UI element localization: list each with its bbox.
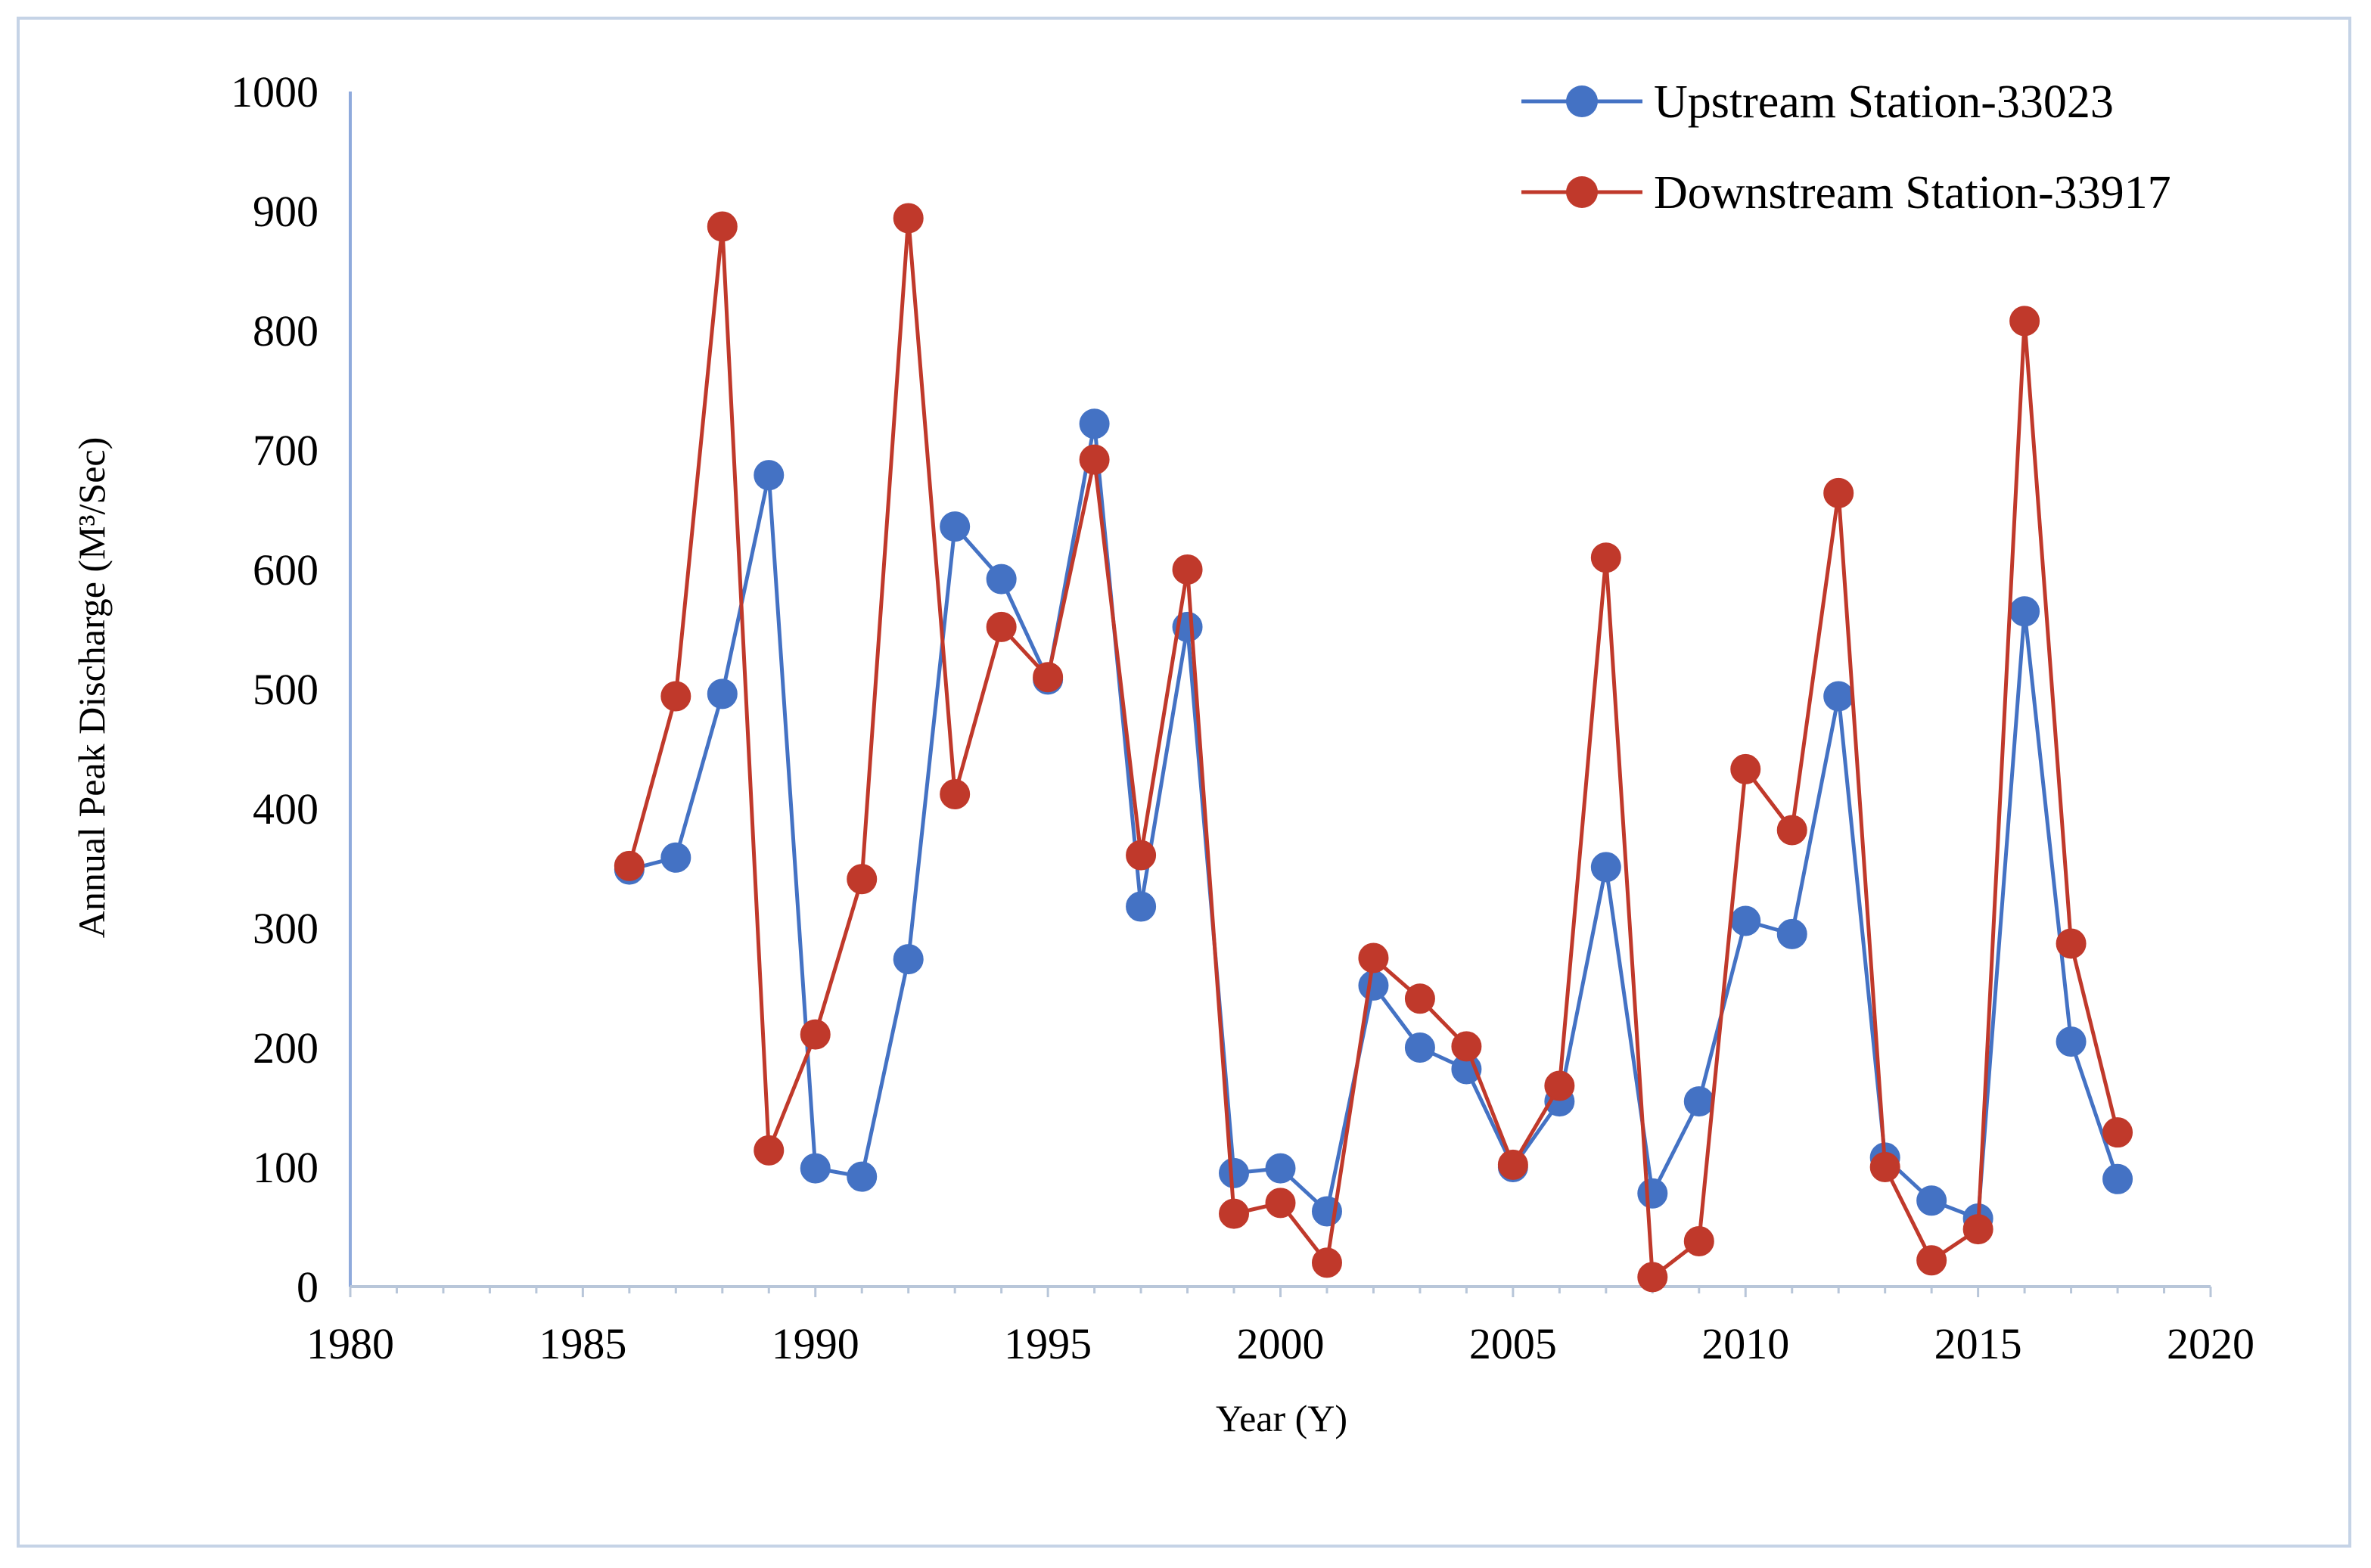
y-axis-title: Annual Peak Discharge (M³/Sec) (70, 437, 113, 939)
y-tick-label: 800 (253, 306, 319, 356)
x-tick-label: 2020 (2167, 1319, 2254, 1368)
data-point (2102, 1117, 2133, 1148)
data-point (1079, 408, 1110, 439)
data-point (986, 611, 1017, 642)
data-point (614, 850, 645, 881)
x-tick-labels: 1980 1985 1990 1995 2000 2005 2010 2015 2020 (306, 1319, 2254, 1368)
series-layer (614, 203, 2133, 1293)
data-point (1823, 477, 1854, 508)
data-point (1358, 970, 1389, 1001)
data-point (847, 1161, 878, 1192)
data-point (1404, 983, 1435, 1014)
data-point (1079, 444, 1110, 475)
data-point (1916, 1185, 1947, 1216)
data-point (1823, 681, 1854, 712)
data-point (1219, 1157, 1250, 1188)
legend-marker (1566, 176, 1598, 208)
data-point (1730, 905, 1761, 936)
x-tick-label: 1985 (539, 1319, 626, 1368)
data-point (800, 1019, 831, 1050)
y-tick-label: 300 (253, 904, 319, 953)
x-tick-label: 2000 (1237, 1319, 1325, 1368)
data-point (1637, 1262, 1668, 1293)
data-point (1497, 1149, 1528, 1180)
legend-label: Upstream Station-33023 (1654, 76, 2114, 128)
data-point (1683, 1225, 1714, 1256)
data-point (660, 681, 691, 712)
data-point (1776, 815, 1807, 846)
data-point (1033, 662, 1064, 693)
legend-marker (1566, 85, 1598, 117)
x-tick-label: 2005 (1469, 1319, 1557, 1368)
data-point (1265, 1188, 1296, 1219)
data-point (1590, 542, 1621, 573)
data-point (1916, 1245, 1947, 1276)
data-point (1544, 1070, 1575, 1101)
x-tick-label: 1990 (772, 1319, 859, 1368)
data-point (940, 779, 971, 810)
y-tick-label: 600 (253, 545, 319, 595)
chart-frame: 0 100 200 300 400 500 600 700 800 900 1000 1980 198… (17, 17, 2351, 1548)
data-point (1451, 1031, 1482, 1062)
data-point (2009, 596, 2040, 627)
y-tick-label: 400 (253, 784, 319, 834)
axes (349, 92, 2212, 1297)
y-tick-label: 900 (253, 187, 319, 236)
data-point (1869, 1152, 1900, 1182)
data-point (940, 511, 971, 542)
data-point (754, 460, 785, 491)
data-point (893, 944, 924, 975)
data-point (1962, 1214, 1993, 1245)
y-tick-label: 200 (253, 1023, 319, 1073)
data-point (754, 1135, 785, 1166)
data-point (847, 864, 878, 895)
data-point (1730, 753, 1761, 784)
x-tick-label: 1980 (306, 1319, 394, 1368)
data-point (707, 678, 738, 709)
data-point (2056, 1026, 2087, 1057)
y-tick-labels: 0 100 200 300 400 500 600 700 800 900 1000 (231, 67, 319, 1312)
data-point (1172, 554, 1203, 585)
data-point (1776, 918, 1807, 949)
series-downstream (614, 203, 2133, 1293)
y-tick-label: 0 (297, 1262, 319, 1312)
series-upstream (614, 408, 2133, 1234)
y-tick-label: 500 (253, 665, 319, 714)
data-point (1219, 1198, 1250, 1229)
y-tick-label: 700 (253, 426, 319, 475)
data-point (1126, 891, 1157, 922)
legend: Upstream Station-33023 Downstream Station… (1521, 76, 2171, 219)
data-point (1637, 1178, 1668, 1209)
series-line (629, 423, 2120, 1222)
data-point (1126, 840, 1157, 871)
data-point (1311, 1247, 1342, 1278)
x-tick-label: 2010 (1701, 1319, 1789, 1368)
data-point (1358, 942, 1389, 973)
x-axis-title: Year (Y) (1216, 1397, 1347, 1439)
x-tick-label: 2015 (1934, 1319, 2022, 1368)
data-point (800, 1153, 831, 1184)
data-point (893, 203, 924, 234)
data-point (2009, 306, 2040, 337)
y-tick-label: 1000 (231, 67, 319, 116)
data-point (2102, 1163, 2133, 1194)
x-tick-label: 1995 (1004, 1319, 1092, 1368)
data-point (1683, 1086, 1714, 1117)
data-point (707, 211, 738, 242)
data-point (1590, 852, 1621, 883)
y-tick-label: 100 (253, 1143, 319, 1192)
data-point (660, 842, 691, 873)
legend-label: Downstream Station-33917 (1654, 167, 2171, 219)
data-point (1265, 1153, 1296, 1184)
data-point (1404, 1032, 1435, 1063)
data-point (986, 564, 1017, 595)
data-point (2056, 928, 2087, 959)
series-line (627, 218, 2120, 1281)
